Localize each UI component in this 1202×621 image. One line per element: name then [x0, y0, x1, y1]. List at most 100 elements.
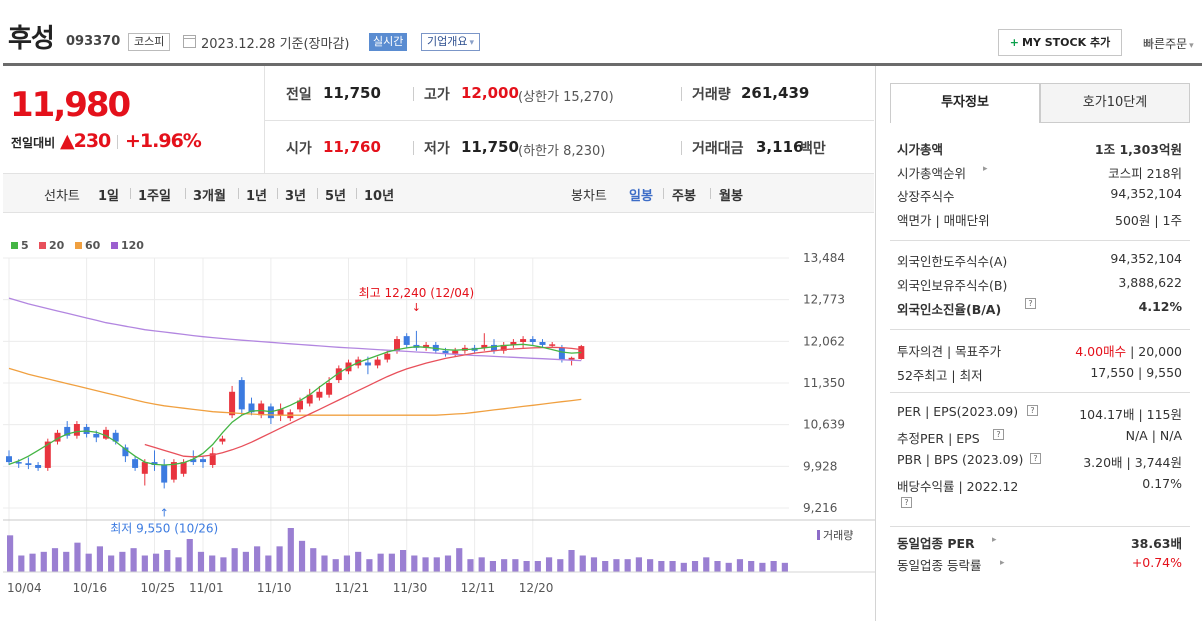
help-icon[interactable]: ?	[1030, 453, 1041, 464]
volume-bar	[703, 557, 710, 572]
low-label: 저가	[424, 141, 450, 157]
corp-info-dropdown[interactable]: 기업개요 ▾	[421, 33, 481, 51]
y-tick-label: 10,639	[803, 418, 845, 432]
info-row-label: 추정PER | EPS	[897, 431, 980, 446]
candle-body	[219, 438, 226, 442]
volume-bar	[119, 551, 126, 572]
candle-option[interactable]: 일봉	[629, 189, 653, 204]
my-stock-label: MY STOCK 추가	[1022, 36, 1111, 49]
quick-order-dropdown[interactable]: 빠른주문 ▾	[1143, 35, 1194, 52]
info-row-value: 17,550 | 9,550	[1090, 365, 1182, 380]
tab-orderbook[interactable]: 호가10단계	[1040, 83, 1190, 123]
volume-bar	[456, 548, 463, 572]
volume-bar	[624, 559, 631, 572]
candle-option[interactable]: 주봉	[672, 189, 696, 204]
my-stock-add-button[interactable]: + MY STOCK 추가	[998, 29, 1122, 56]
candle-body	[306, 394, 313, 404]
candle-body	[190, 459, 197, 463]
period-option[interactable]: 1주일	[138, 189, 171, 204]
period-option[interactable]: 3년	[285, 189, 307, 204]
header-divider	[3, 63, 1202, 66]
value-text: 94,352,104	[1110, 186, 1182, 201]
candle-body	[423, 344, 430, 348]
candle-body	[394, 339, 400, 351]
y-tick-label: 9,928	[803, 459, 837, 473]
info-row-label: 동일업종 등락률	[897, 558, 982, 573]
volume-bar	[467, 559, 474, 572]
info-row-value: 3,888,622	[1118, 275, 1182, 290]
chevron-right-icon[interactable]: ▸	[992, 535, 997, 545]
value-text: 4.12%	[1138, 299, 1182, 314]
period-option[interactable]: 3개월	[193, 189, 226, 204]
period-option[interactable]: 10년	[364, 189, 395, 204]
x-tick-label: 11/10	[257, 581, 292, 595]
opinion-value: 4.00매수	[1075, 344, 1127, 359]
candle-body	[326, 383, 333, 395]
candle-body	[316, 391, 323, 398]
base-date: 2023.12.28 기준(장마감)	[201, 37, 350, 52]
help-icon[interactable]: ?	[901, 497, 912, 508]
volume-bar	[400, 550, 407, 572]
candle-option[interactable]: 월봉	[719, 189, 743, 204]
volume-bar	[141, 555, 148, 572]
volume-bar	[254, 546, 261, 572]
y-tick-label: 13,484	[803, 251, 845, 265]
legend-label: 5	[21, 239, 29, 252]
value-text: 17,550 | 9,550	[1090, 365, 1182, 380]
volume-bar	[164, 550, 171, 572]
volume-bar	[197, 551, 205, 572]
chevron-right-icon[interactable]: ▸	[983, 164, 988, 174]
lower-limit: (하한가 8,230)	[518, 144, 606, 159]
legend-label: 120	[121, 239, 144, 252]
help-icon[interactable]: ?	[1027, 405, 1038, 416]
volume-bar	[501, 559, 508, 572]
volume-bar	[422, 557, 429, 572]
period-option[interactable]: 5년	[325, 189, 347, 204]
divider	[710, 188, 711, 199]
candle-body	[384, 353, 391, 360]
volume-bar	[579, 555, 586, 572]
legend-swatch	[75, 242, 82, 249]
x-tick-label: 12/20	[519, 581, 554, 595]
plus-icon: +	[1009, 36, 1020, 49]
info-row-label: 배당수익률 | 2022.12	[897, 479, 1019, 494]
info-row-value: 코스피 218위	[1108, 163, 1182, 182]
volume-bar	[85, 553, 92, 572]
period-option[interactable]: 1일	[98, 189, 120, 204]
period-option[interactable]: 1년	[246, 189, 268, 204]
change-label: 전일대비	[11, 136, 56, 150]
volume-bar	[18, 555, 25, 572]
volume-bar	[209, 555, 216, 572]
candle-body	[558, 347, 565, 360]
chevron-right-icon[interactable]: ▸	[1000, 558, 1005, 568]
realtime-button[interactable]: 실시간	[369, 33, 408, 51]
candle-body	[229, 391, 236, 416]
candle-body	[374, 359, 381, 366]
volume-bar	[310, 548, 317, 572]
high-annotation: 최고 12,240 (12/04)	[359, 286, 475, 300]
stock-name: 후성	[8, 24, 55, 54]
volume-bar	[276, 546, 283, 572]
candle-body	[277, 409, 284, 416]
help-icon[interactable]: ?	[993, 429, 1004, 440]
volume-bar	[130, 548, 137, 572]
info-row-label: 외국인한도주식수(A)	[897, 254, 1008, 269]
value-text: 104.17배 | 115원	[1079, 407, 1182, 422]
candle-body	[549, 344, 556, 346]
help-icon[interactable]: ?	[1025, 298, 1036, 309]
volume-bar	[534, 561, 541, 572]
candle-body	[258, 403, 265, 416]
volume-bar	[613, 559, 620, 572]
candle-body	[6, 456, 12, 463]
volume-bar	[478, 557, 485, 572]
candle-body	[297, 400, 303, 410]
amount-label: 거래대금	[692, 141, 744, 157]
value-text: N/A | N/A	[1125, 428, 1182, 443]
candle-body	[238, 380, 245, 410]
volume-bar	[590, 557, 598, 572]
tab-invest-info[interactable]: 투자정보	[890, 83, 1040, 123]
x-tick-label: 10/16	[73, 581, 108, 595]
volume-bar	[298, 540, 306, 572]
info-row-label: 52주최고 | 최저	[897, 368, 983, 383]
volume-bar	[489, 561, 497, 572]
